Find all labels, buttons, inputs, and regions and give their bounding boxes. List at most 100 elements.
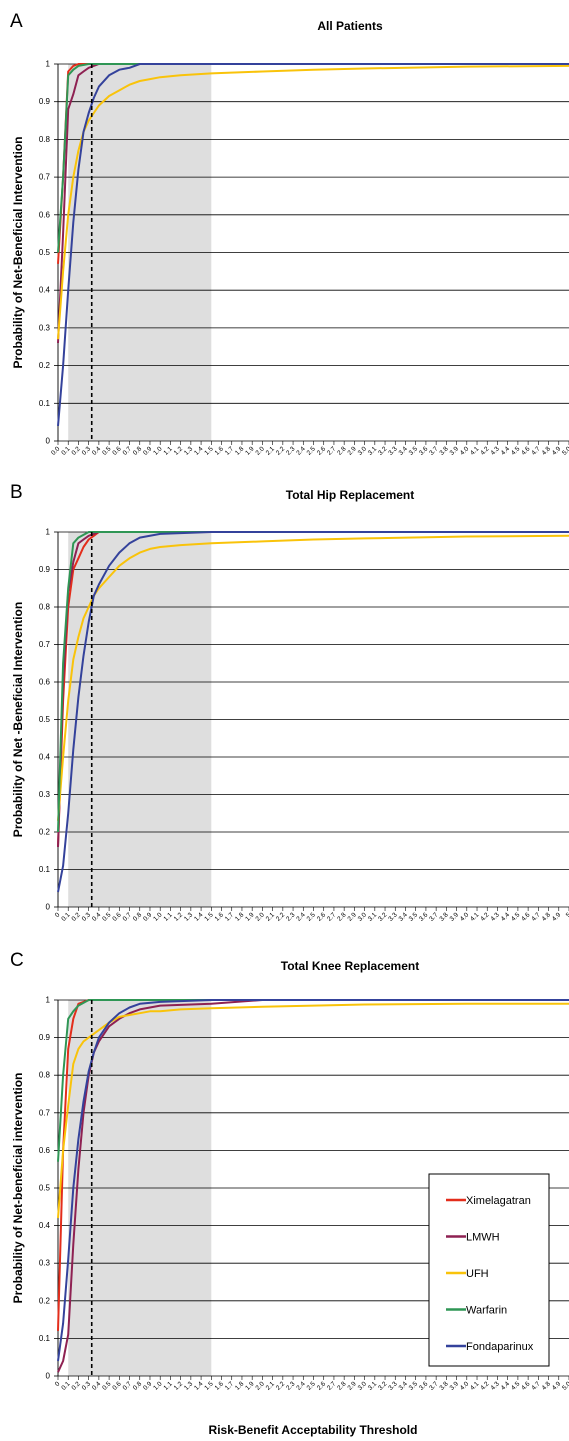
x-tick-label: 2.6 (316, 911, 328, 923)
legend-label: LMWH (466, 1232, 500, 1244)
x-tick-label: 1.5 (203, 445, 215, 457)
x-tick-label: 1.9 (244, 445, 256, 457)
x-tick-label: 4.2 (479, 911, 491, 923)
chart-title: Total Knee Replacement (281, 959, 419, 973)
x-tick-label: 2.4 (295, 1380, 307, 1392)
y-axis-label: Probability of Net -Beneficial Intervent… (11, 602, 25, 837)
y-tick-label: 0 (46, 1372, 51, 1381)
x-tick-label: 3.1 (367, 1380, 379, 1392)
y-tick-label: 0.2 (39, 1296, 51, 1305)
x-tick-label: 3.4 (398, 911, 410, 923)
y-tick-label: 0.7 (39, 173, 51, 182)
x-tick-label: 1.0 (152, 1380, 164, 1392)
y-tick-label: 0.5 (39, 248, 51, 257)
x-tick-label: 3.8 (438, 1380, 450, 1392)
x-tick-label: 1.6 (214, 1380, 226, 1392)
x-tick-label: 0.5 (101, 445, 113, 457)
x-tick-label: 3.9 (449, 1380, 461, 1392)
legend: Ximelagatran LMWH UFH Warfarin Fondaparinux (428, 1173, 550, 1367)
x-tick-label: 3.7 (428, 1380, 440, 1392)
x-tick-label: 1.7 (224, 445, 236, 457)
y-tick-label: 0.8 (39, 603, 51, 612)
x-tick-label: 1.9 (244, 1380, 256, 1392)
series-line-lmwh (57, 999, 569, 1373)
x-tick-label: 1.2 (173, 1380, 185, 1392)
x-tick-label: 4.3 (490, 445, 502, 457)
x-tick-label: 0.2 (71, 911, 83, 923)
y-tick-label: 0.6 (39, 210, 51, 219)
x-tick-label: 0.4 (91, 445, 103, 457)
series-line-ufh (57, 1002, 569, 1219)
x-tick-label: 3.4 (398, 1380, 410, 1392)
x-tick-label: 1.0 (152, 445, 164, 457)
x-tick-label: 3.3 (387, 911, 399, 923)
x-tick-label: 4.5 (510, 1380, 522, 1392)
x-tick-label: 0.2 (71, 1380, 83, 1392)
x-tick-label: 1.7 (224, 911, 236, 923)
x-tick-label: 0.7 (122, 1380, 134, 1392)
y-tick-label: 0 (46, 437, 51, 446)
x-tick-label: 2.5 (306, 1380, 318, 1392)
x-tick-label: 3.6 (418, 445, 430, 457)
x-tick-label: 3.3 (387, 445, 399, 457)
x-tick-label: 1.7 (224, 1380, 236, 1392)
y-tick-label: 0.1 (39, 865, 51, 874)
x-tick-label: 1.8 (234, 911, 246, 923)
x-tick-label: 2.6 (316, 1380, 328, 1392)
legend-label: UFH (466, 1268, 489, 1280)
legend-label: Ximelagatran (466, 1195, 531, 1207)
x-tick-label: 4.7 (530, 445, 542, 457)
x-tick-label: 1.5 (203, 911, 215, 923)
x-tick-label: 3.0 (357, 911, 369, 923)
x-tick-label: 3.2 (377, 911, 389, 923)
x-tick-label: 3.5 (408, 445, 420, 457)
x-tick-label: 2.5 (306, 445, 318, 457)
legend-box (428, 1173, 550, 1367)
x-tick-label: 3.0 (357, 445, 369, 457)
x-tick-label: 2.9 (346, 445, 358, 457)
x-tick-label: 4.4 (500, 911, 512, 923)
series-line-warfarin (57, 999, 569, 1162)
x-tick-label: 0.2 (71, 445, 83, 457)
y-tick-label: 0.2 (39, 361, 51, 370)
x-tick-label: 2.0 (254, 1380, 266, 1392)
x-tick-label: 4.3 (490, 911, 502, 923)
x-tick-label: 1.8 (234, 1380, 246, 1392)
x-tick-label: 4.6 (520, 1380, 532, 1392)
x-tick-label: 3.3 (387, 1380, 399, 1392)
x-tick-label: 0.6 (111, 911, 123, 923)
x-tick-label: 4.6 (520, 911, 532, 923)
x-tick-label: 4.7 (530, 1380, 542, 1392)
x-tick-label: 3.1 (367, 911, 379, 923)
y-tick-label: 0.3 (39, 790, 51, 799)
x-tick-label: 5.0 (561, 445, 569, 457)
panel-letter: C (10, 950, 24, 971)
x-tick-label: 4.5 (510, 911, 522, 923)
x-tick-label: 0.9 (142, 445, 154, 457)
chart-title: Total Hip Replacement (286, 488, 414, 502)
x-tick-label: 3.2 (377, 1380, 389, 1392)
y-tick-label: 0.3 (39, 323, 51, 332)
x-tick-label: 2.0 (254, 445, 266, 457)
x-tick-label: 2.8 (336, 445, 348, 457)
x-tick-label: 0.7 (122, 445, 134, 457)
y-axis-label: Probability of Net-Beneficial Interventi… (11, 136, 25, 368)
x-tick-label: 1.1 (162, 445, 174, 457)
x-tick-label: 3.4 (398, 445, 410, 457)
x-tick-label: 0.8 (132, 1380, 144, 1392)
x-tick-label: 0.9 (142, 911, 154, 923)
x-tick-label: 0 (54, 1380, 62, 1388)
x-tick-label: 4.9 (551, 445, 563, 457)
x-tick-label: 0.8 (132, 445, 144, 457)
x-tick-label: 2.7 (326, 445, 338, 457)
x-tick-label: 0.3 (81, 911, 93, 923)
x-tick-label: 2.3 (285, 445, 297, 457)
x-tick-label: 0.6 (111, 445, 123, 457)
x-tick-label: 4.4 (500, 445, 512, 457)
x-tick-label: 1.3 (183, 1380, 195, 1392)
x-tick-label: 4.1 (469, 445, 481, 457)
x-tick-label: 0.4 (91, 1380, 103, 1392)
y-tick-label: 0.8 (39, 1071, 51, 1080)
x-tick-label: 5 (565, 911, 569, 919)
